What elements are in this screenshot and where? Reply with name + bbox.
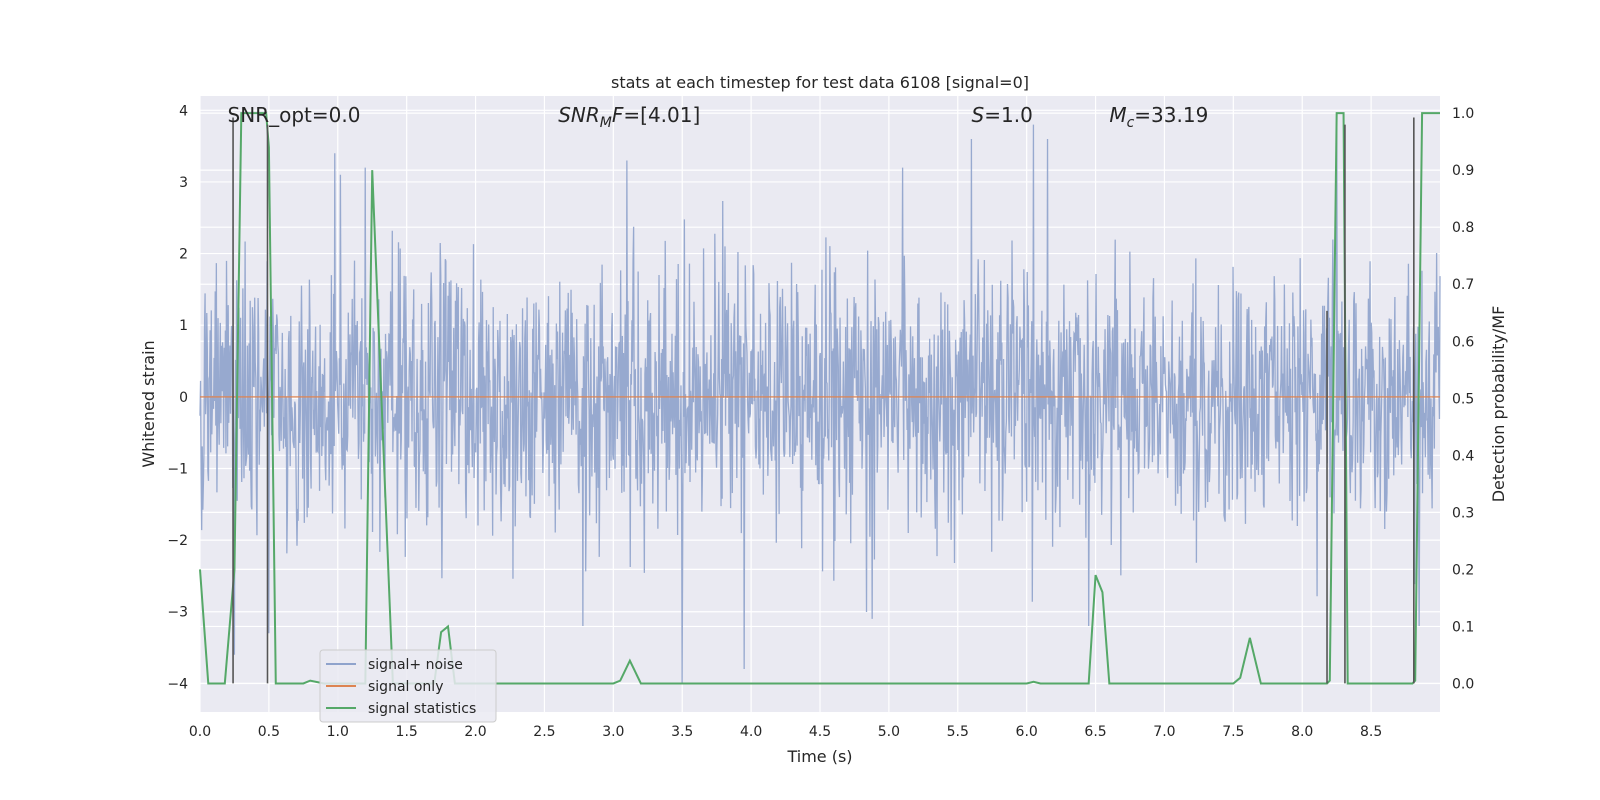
y-right-tick-label: 0.5 <box>1452 391 1474 407</box>
y-right-tick-label: 1.0 <box>1452 106 1474 122</box>
y-left-tick-label: −2 <box>167 533 188 549</box>
series-signal-plus-noise <box>199 124 1441 684</box>
y-right-axis-ticks: 0.0 0.1 0.2 0.3 0.4 0.5 0.6 0.7 0.8 0.9 1.0 <box>1452 106 1474 692</box>
y-right-tick-label: 0.6 <box>1452 334 1474 350</box>
x-tick-label: 5.0 <box>878 724 900 740</box>
y-right-tick-label: 0.3 <box>1452 505 1474 521</box>
y-right-tick-label: 0.9 <box>1452 163 1474 179</box>
y-left-tick-label: 0 <box>179 390 188 406</box>
x-tick-label: 0.5 <box>258 724 280 740</box>
legend-entry-signal-plus-noise: signal+ noise <box>368 657 463 673</box>
x-tick-label: 0.0 <box>189 724 211 740</box>
x-tick-label: 1.5 <box>396 724 418 740</box>
annotation-2: S=1.0 <box>972 103 1033 127</box>
y-right-axis-label: Detection probability/MF <box>1489 306 1508 503</box>
legend: signal+ noise signal only signal statist… <box>319 649 497 723</box>
x-tick-label: 6.0 <box>1016 724 1038 740</box>
y-right-tick-label: 0.4 <box>1452 448 1474 464</box>
y-right-tick-label: 0.1 <box>1452 619 1474 635</box>
annotation-3: Mc=33.19 <box>1109 103 1208 131</box>
x-tick-label: 3.0 <box>602 724 624 740</box>
vertical-markers <box>232 117 1415 684</box>
series-line-signal-statistics <box>199 112 1440 685</box>
series-line-signal-plus-noise <box>199 124 1441 684</box>
y-right-tick-label: 0.7 <box>1452 277 1474 293</box>
x-tick-label: 3.5 <box>671 724 693 740</box>
y-left-axis-label: Whitened strain <box>139 340 158 467</box>
annotations: SNR_opt=0.0 SNRMF=[4.01] S=1.0 Mc=33.19 <box>228 103 1209 131</box>
x-tick-label: 8.0 <box>1291 724 1313 740</box>
y-left-tick-label: 2 <box>179 247 188 263</box>
x-tick-label: 4.0 <box>740 724 762 740</box>
y-left-tick-label: 4 <box>179 103 188 119</box>
x-tick-label: 4.5 <box>809 724 831 740</box>
x-tick-label: 5.5 <box>947 724 969 740</box>
x-axis-ticks: 0.0 0.5 1.0 1.5 2.0 2.5 3.0 3.5 4.0 4.5 5.0 5.5 6.0 6… <box>189 724 1382 740</box>
y-right-tick-label: 0.2 <box>1452 562 1474 578</box>
x-tick-label: 7.0 <box>1153 724 1175 740</box>
y-left-tick-label: 3 <box>179 175 188 191</box>
x-tick-label: 8.5 <box>1360 724 1382 740</box>
x-axis-label: Time (s) <box>786 747 852 766</box>
chart-title: stats at each timestep for test data 610… <box>611 73 1029 92</box>
y-right-tick-label: 0.0 <box>1452 676 1474 692</box>
x-tick-label: 7.5 <box>1222 724 1244 740</box>
annotation-0: SNR_opt=0.0 <box>228 103 361 127</box>
x-tick-label: 2.5 <box>533 724 555 740</box>
y-left-tick-label: 1 <box>179 318 188 334</box>
x-tick-label: 1.0 <box>327 724 349 740</box>
legend-entry-signal-statistics: signal statistics <box>368 701 476 717</box>
y-left-tick-label: −3 <box>167 605 188 621</box>
y-left-axis-ticks: −4 −3 −2 −1 0 1 2 3 4 <box>167 103 188 692</box>
y-left-tick-label: −4 <box>167 676 188 692</box>
series-lines <box>199 112 1440 685</box>
y-left-tick-label: −1 <box>167 461 188 477</box>
legend-entry-signal-only: signal only <box>368 679 443 695</box>
annotation-1: SNRMF=[4.01] <box>558 103 700 131</box>
legend-box <box>319 649 497 723</box>
y-right-tick-label: 0.8 <box>1452 220 1474 236</box>
x-tick-label: 6.5 <box>1084 724 1106 740</box>
x-tick-label: 2.0 <box>464 724 486 740</box>
